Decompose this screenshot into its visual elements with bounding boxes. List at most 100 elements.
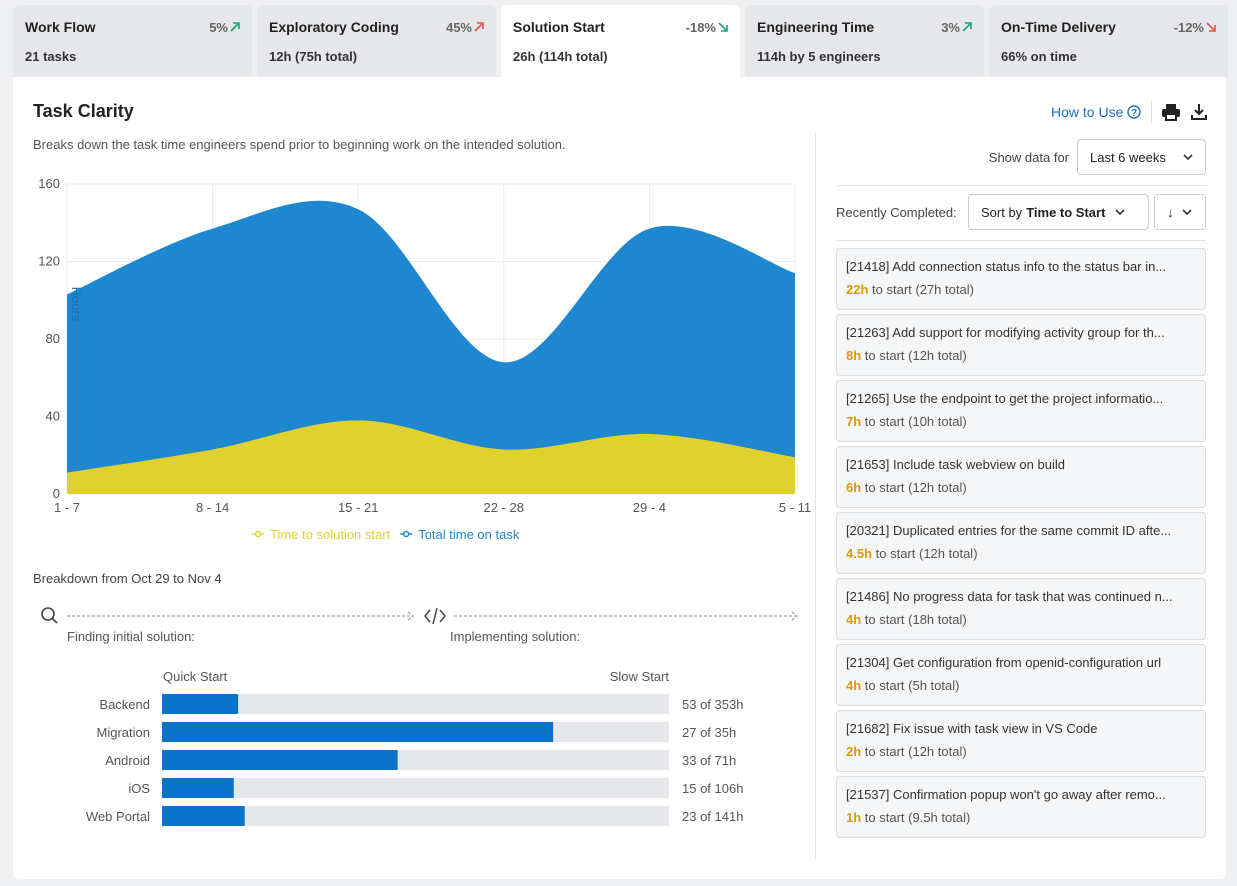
bar-track [162,694,669,714]
task-rest: to start (12h total) [864,744,967,759]
panel-description: Breaks down the task time engineers spen… [33,137,566,152]
task-card[interactable]: [21653] Include task webview on build 6h … [836,446,1206,508]
task-card[interactable]: [21418] Add connection status info to th… [836,248,1206,310]
task-start: 4.5h [846,546,873,561]
row-label: Android [105,753,150,768]
task-title: [21537] Confirmation popup won't go away… [846,787,1166,802]
bar-track [162,778,669,798]
panel-title: Task Clarity [33,101,134,121]
x-tick-label: 22 - 28 [484,500,524,515]
direction-button[interactable]: ↓ [1154,194,1206,230]
bar [162,778,234,798]
download-icon[interactable] [1190,103,1208,121]
breakdown: Finding initial solution: Implementing so… [41,607,798,826]
task-time: 22h to start (27h total) [846,282,1196,297]
bar-value-label: 53 of 353h [682,697,743,712]
tab-change-value: 45% [445,20,472,35]
search-icon [51,617,58,624]
tab-change-value: 5% [209,20,228,35]
help-link[interactable]: How to Use? [1051,104,1142,120]
column-divider [815,133,816,859]
help-icon: ? [1127,105,1142,119]
legend-marker [402,530,410,538]
task-start: 2h [846,744,862,759]
separator [836,185,1206,186]
bar [162,806,245,826]
row-label: iOS [128,781,150,796]
task-rest: to start (5h total) [864,678,960,693]
trend-arrow [718,22,728,32]
tab[interactable]: Work Flow 5% 21 tasks [13,5,252,77]
area [67,420,795,494]
task-card[interactable]: [20321] Duplicated entries for the same … [836,512,1206,574]
legend-label: Total time on task [418,527,520,542]
sort-prefix: Sort by [981,204,1023,220]
task-rest: to start (18h total) [864,612,967,627]
task-rest: to start (9.5h total) [864,810,971,825]
tab[interactable]: Engineering Time 3% 114h by 5 engineers [745,5,984,77]
recent-label: Recently Completed: [836,205,957,220]
task-time: 4.5h to start (12h total) [846,546,1196,561]
tab-title: Solution Start [513,19,605,35]
chevron [1181,209,1192,215]
sort-dropdown[interactable]: Sort by Time to Start [968,194,1149,230]
tab-subtitle: 12h (75h total) [269,49,358,64]
bar-value-label: 23 of 141h [682,809,743,824]
bar-value-label: 27 of 35h [682,725,736,740]
x-tick-label: 15 - 21 [338,500,378,515]
tab-change-value: 3% [941,20,960,35]
task-card[interactable]: [21263] Add support for modifying activi… [836,314,1206,376]
arrow [454,611,798,621]
print-icon[interactable] [1161,103,1181,121]
svg-text:?: ? [1131,108,1137,119]
tab[interactable]: On-Time Delivery -12% 66% on time [989,5,1228,77]
bar-value-label: 15 of 106h [682,781,743,796]
task-card[interactable]: [21486] No progress data for task that w… [836,578,1206,640]
tab-subtitle: 114h by 5 engineers [757,49,881,64]
bar-value-label: 33 of 71h [682,753,736,768]
direction: ↓ [1167,204,1174,220]
bar [162,694,239,714]
breakdown-title: Breakdown from Oct 29 to Nov 4 [33,571,222,586]
scale-label: Slow Start [610,669,670,684]
task-title: [21304] Get configuration from openid-co… [846,655,1162,670]
tab-change-value: -18% [685,20,716,35]
task-title: [21418] Add connection status info to th… [846,259,1167,274]
bar-track [162,806,669,826]
task-start: 4h [846,678,862,693]
task-title: [21263] Add support for modifying activi… [846,325,1165,340]
task-title: [20321] Duplicated entries for the same … [846,523,1172,538]
area [67,200,795,494]
trend-arrow [230,22,240,32]
chart: 0 40 80 120 160 1 - 7 8 - 14 15 - 21 22 - 28 29 -… [38,176,811,542]
row-label: Migration [97,725,150,740]
x-tick-label: 29 - 4 [633,500,666,515]
task-start: 7h [846,414,862,429]
task-card[interactable]: [21265] Use the endpoint to get the proj… [836,380,1206,442]
tab[interactable]: Solution Start -18% 26h (114h total) [501,5,740,79]
tab-title: Work Flow [25,19,96,35]
task-card[interactable]: [21537] Confirmation popup won't go away… [836,776,1206,838]
stage-label: Implementing solution: [450,629,580,644]
task-time: 2h to start (12h total) [846,744,1196,759]
task-card[interactable]: [21682] Fix issue with task view in VS C… [836,710,1206,772]
x-tick-label: 8 - 14 [196,500,229,515]
task-title: [21265] Use the endpoint to get the proj… [846,391,1164,406]
tab-change: 3% [941,20,972,35]
tab-subtitle: 26h (114h total) [513,49,608,64]
task-start: 6h [846,480,862,495]
trend-arrow [718,22,728,32]
task-rest: to start (12h total) [864,480,967,495]
help-link-text[interactable]: How to Use [1051,104,1124,120]
tab-change: -12% [1174,20,1216,35]
trend-arrow [962,22,972,32]
task-card[interactable]: [21304] Get configuration from openid-co… [836,644,1206,706]
task-title: [21653] Include task webview on build [846,457,1065,472]
task-time: 4h to start (5h total) [846,678,1196,693]
task-time: 1h to start (9.5h total) [846,810,1196,825]
range-dropdown[interactable]: Last 6 weeks [1077,139,1206,175]
task-rest: to start (12h total) [864,348,967,363]
y-tick-label: 120 [38,254,60,269]
tab[interactable]: Exploratory Coding 45% 12h (75h total) [257,5,496,77]
